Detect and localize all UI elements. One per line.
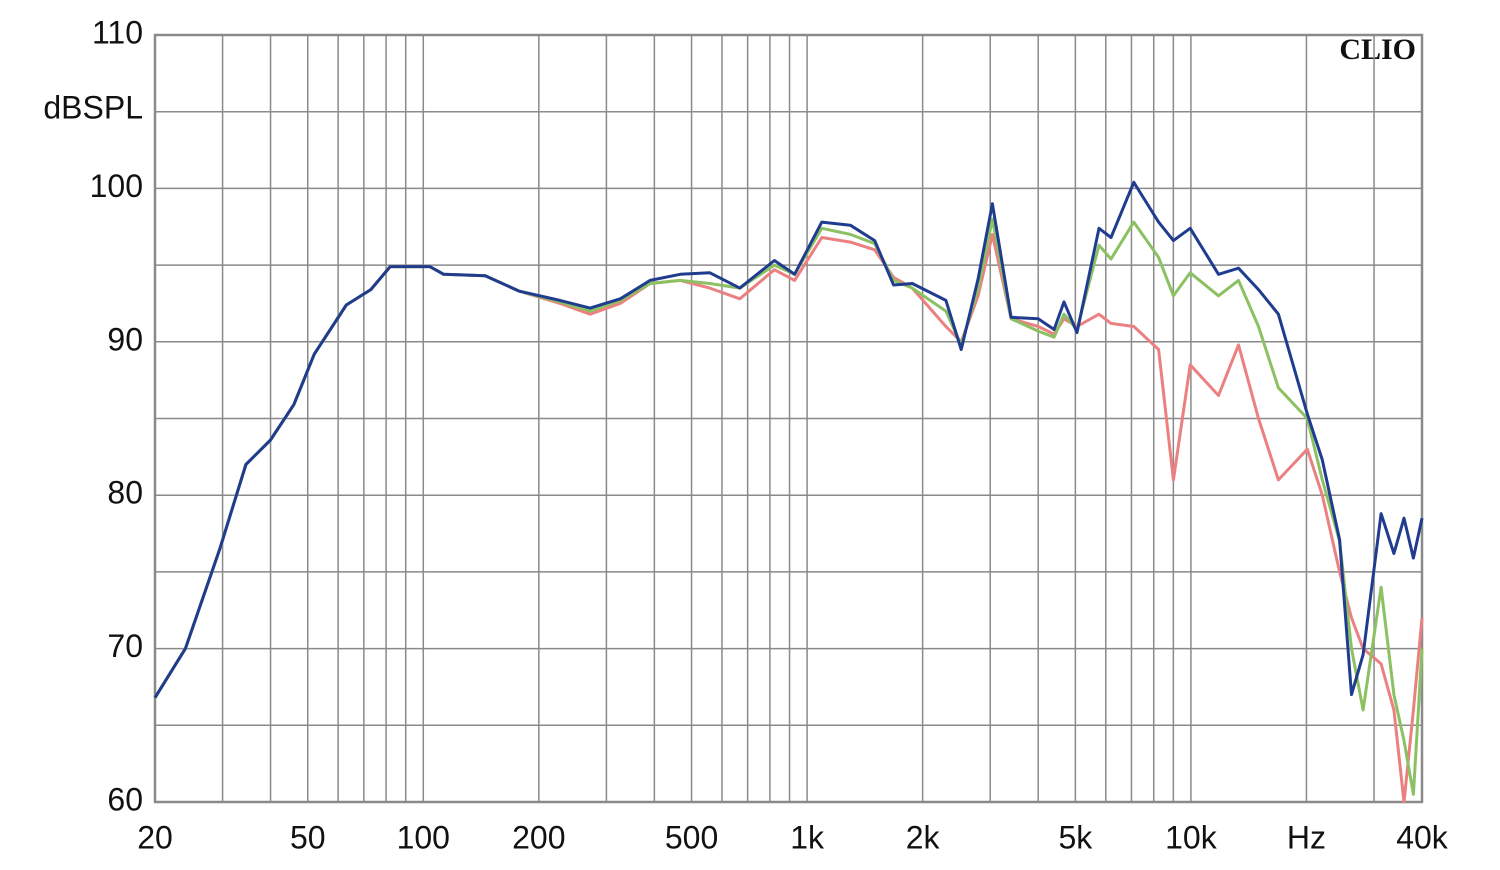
y-tick-label: 90 — [107, 321, 143, 357]
x-tick-label: 20 — [137, 819, 173, 855]
y-tick-label: 70 — [107, 628, 143, 664]
x-tick-label: Hz — [1287, 819, 1326, 855]
y-tick-label: 80 — [107, 475, 143, 511]
x-tick-label: 2k — [906, 819, 941, 855]
series-line — [153, 232, 1424, 804]
x-tick-label: 40k — [1396, 819, 1449, 855]
y-axis-label: dBSPL — [43, 89, 143, 125]
x-tick-label: 200 — [512, 819, 565, 855]
y-tick-label: 110 — [92, 14, 143, 50]
y-tick-label: 60 — [107, 781, 143, 817]
x-tick-label: 100 — [397, 819, 450, 855]
x-tick-label: 50 — [290, 819, 326, 855]
watermark: CLIO — [1339, 33, 1416, 66]
plot-frame — [153, 33, 1424, 804]
x-tick-label: 10k — [1165, 819, 1218, 855]
x-tick-label: 500 — [665, 819, 718, 855]
x-tick-label: 1k — [790, 819, 825, 855]
x-tick-label: 5k — [1058, 819, 1093, 855]
y-tick-label: 100 — [90, 168, 143, 204]
series-line — [153, 180, 1424, 699]
